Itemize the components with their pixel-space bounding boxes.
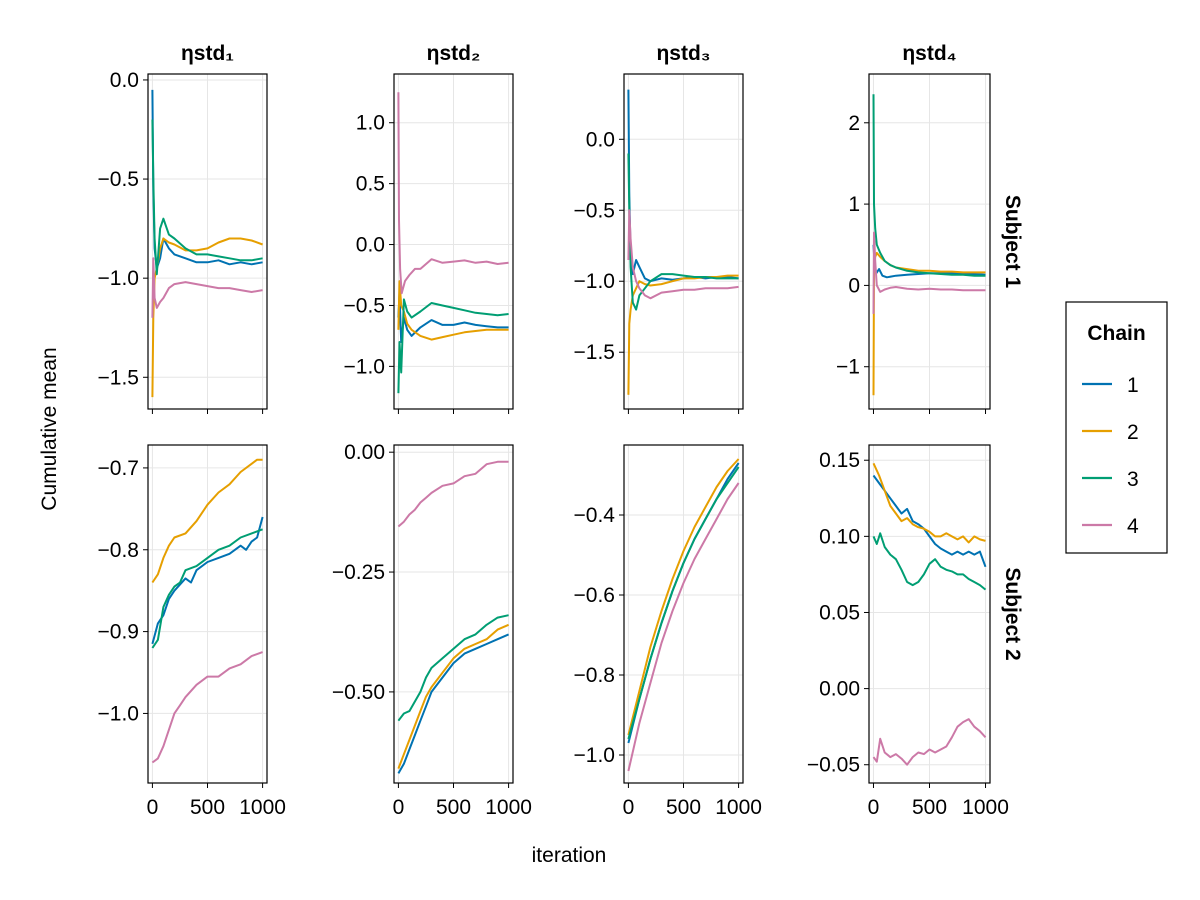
- x-axis-label: iteration: [532, 844, 607, 867]
- series-line-chain-2-r1c1: [151, 237, 263, 398]
- y-tick-label-r2c4: −0.05: [807, 754, 860, 777]
- y-tick-label-r2c2: −0.25: [332, 561, 385, 584]
- series-line-chain-4-r2c4: [872, 718, 987, 766]
- row-label-1: Subject 1: [1001, 195, 1024, 289]
- series-line-chain-3-r2c4: [872, 532, 987, 591]
- y-tick-label-r1c2: −0.5: [344, 294, 385, 317]
- x-tick-label-r2c1: 0: [147, 796, 159, 819]
- y-tick-label-r1c1: 0.0: [110, 69, 139, 92]
- y-tick-label-r1c4: 0: [848, 274, 860, 297]
- y-tick-label-r2c2: 0.00: [344, 441, 385, 464]
- y-tick-label-r1c2: 0.5: [356, 173, 385, 196]
- column-title-4: ηstd₄: [902, 42, 956, 65]
- y-tick-label-r1c1: −0.5: [98, 168, 139, 191]
- legend-title: Chain: [1087, 322, 1145, 345]
- legend-label-3: 3: [1127, 468, 1139, 491]
- x-tick-label-r2c3: 1000: [715, 796, 762, 819]
- x-tick-label-r2c4: 500: [912, 796, 947, 819]
- series-line-chain-2-r1c2: [397, 280, 509, 341]
- y-tick-label-r2c4: 0.05: [819, 601, 860, 624]
- series-line-chain-4-r1c2: [397, 92, 509, 295]
- y-tick-label-r1c1: −1.5: [98, 366, 139, 389]
- y-tick-label-r1c2: 0.0: [356, 234, 385, 257]
- series-line-chain-3-r1c1: [151, 119, 263, 276]
- series-line-chain-4-r2c1: [151, 651, 263, 764]
- y-tick-label-r2c1: −0.8: [98, 539, 139, 562]
- series-line-chain-2-r2c1: [151, 458, 263, 584]
- series-line-chain-3-r2c1: [151, 528, 263, 649]
- series-line-chain-3-r1c2: [397, 298, 509, 394]
- y-tick-label-r1c3: −1.0: [574, 270, 615, 293]
- series-line-chain-2-r2c3: [627, 458, 740, 736]
- y-tick-label-r1c3: −1.5: [574, 341, 615, 364]
- y-tick-label-r1c2: −1.0: [344, 355, 385, 378]
- series-line-chain-3-r1c3: [627, 153, 739, 311]
- y-tick-label-r2c4: 0.00: [819, 678, 860, 701]
- series-line-chain-2-r2c2: [397, 623, 509, 769]
- y-tick-label-r1c4: −1: [836, 356, 860, 379]
- y-tick-label-r2c2: −0.50: [332, 681, 385, 704]
- y-tick-label-r2c3: −0.6: [574, 584, 615, 607]
- x-tick-label-r2c1: 1000: [239, 796, 286, 819]
- series-line-chain-4-r1c1: [151, 257, 263, 318]
- y-tick-label-r1c4: 2: [848, 112, 860, 135]
- x-tick-label-r2c3: 0: [623, 796, 635, 819]
- x-tick-label-r2c4: 0: [868, 796, 880, 819]
- x-tick-label-r2c2: 0: [393, 796, 405, 819]
- y-tick-label-r2c1: −0.7: [98, 457, 139, 480]
- y-tick-label-r2c4: 0.15: [819, 449, 860, 472]
- series-line-chain-2-r2c4: [872, 462, 986, 544]
- series-line-chain-3-r1c4: [872, 94, 986, 277]
- column-title-1: ηstd₁: [181, 42, 234, 65]
- y-tick-label-r2c3: −1.0: [574, 744, 615, 767]
- y-axis-label: Cumulative mean: [38, 347, 61, 510]
- y-tick-label-r1c3: −0.5: [574, 199, 615, 222]
- series-line-chain-1-r2c2: [397, 633, 509, 774]
- legend-label-2: 2: [1127, 421, 1139, 444]
- y-tick-label-r2c3: −0.8: [574, 664, 615, 687]
- series-line-chain-1-r2c4: [872, 474, 987, 568]
- y-tick-label-r1c1: −1.0: [98, 267, 139, 290]
- y-tick-label-r2c1: −1.0: [98, 702, 139, 725]
- y-tick-label-r1c4: 1: [848, 193, 860, 216]
- series-line-chain-1-r1c4: [872, 244, 986, 279]
- x-tick-label-r2c2: 1000: [485, 796, 532, 819]
- column-title-3: ηstd₃: [656, 42, 710, 65]
- series-line-chain-3-r2c2: [397, 614, 509, 722]
- column-title-2: ηstd₂: [427, 42, 481, 65]
- y-tick-label-r1c2: 1.0: [356, 112, 385, 135]
- y-tick-label-r2c1: −0.9: [98, 621, 139, 644]
- series-line-chain-4-r2c3: [627, 482, 740, 772]
- x-tick-label-r2c1: 500: [190, 796, 225, 819]
- y-tick-label-r1c3: 0.0: [586, 128, 615, 151]
- legend-label-4: 4: [1127, 515, 1139, 538]
- legend-box: [1065, 301, 1168, 554]
- series-line-chain-4-r1c4: [872, 231, 986, 314]
- series-line-chain-1-r2c1: [151, 516, 264, 645]
- x-tick-label-r2c4: 1000: [962, 796, 1009, 819]
- series-line-chain-4-r1c3: [627, 209, 739, 300]
- legend-label-1: 1: [1127, 374, 1139, 397]
- x-tick-label-r2c3: 500: [666, 796, 701, 819]
- y-tick-label-r2c3: −0.4: [574, 504, 616, 527]
- row-label-2: Subject 2: [1001, 567, 1024, 660]
- series-line-chain-4-r2c2: [397, 460, 509, 528]
- series-line-chain-3-r2c3: [627, 466, 740, 740]
- y-tick-label-r2c4: 0.10: [819, 525, 860, 548]
- x-tick-label-r2c2: 500: [436, 796, 471, 819]
